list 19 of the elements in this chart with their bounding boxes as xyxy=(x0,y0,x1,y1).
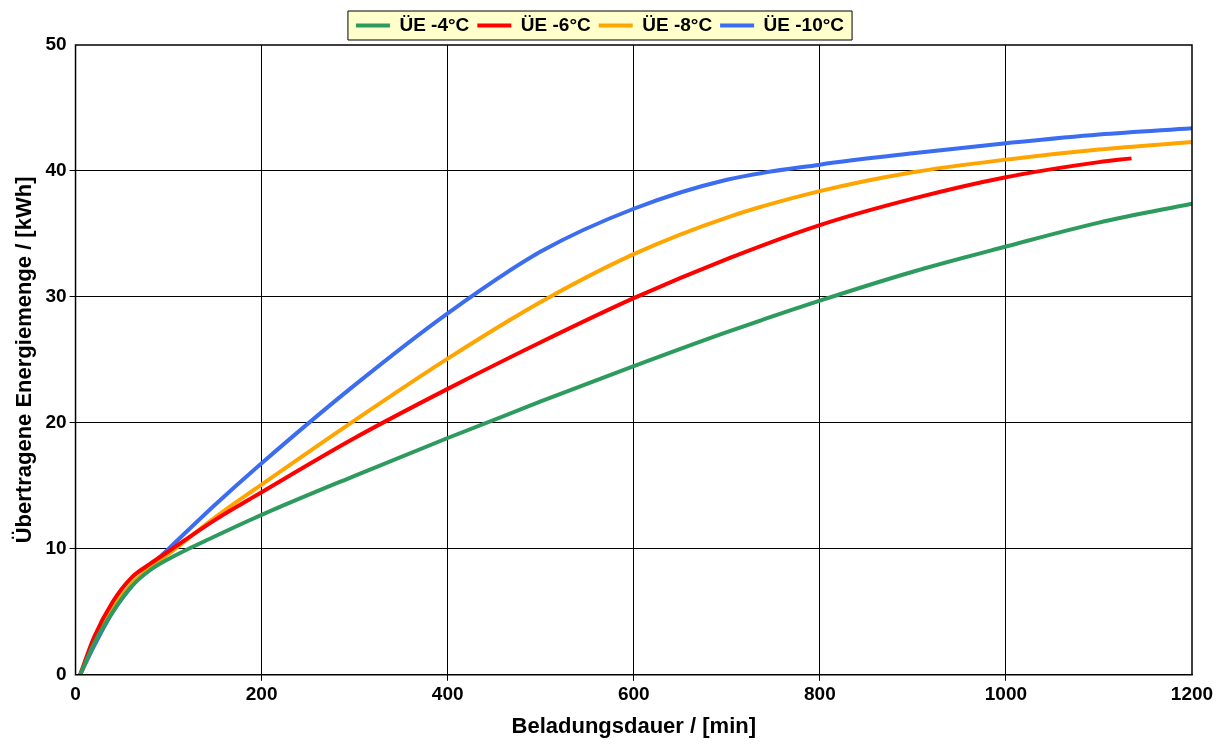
y-tick-label: 40 xyxy=(45,159,67,181)
x-tick-label: 1200 xyxy=(1170,683,1214,705)
y-tick-label: 50 xyxy=(45,33,67,55)
x-tick-label: 600 xyxy=(617,683,650,705)
legend-label: ÜE -8°C xyxy=(642,13,713,35)
x-tick-label: 0 xyxy=(70,683,81,705)
y-tick-label: 30 xyxy=(45,285,67,307)
y-axis-title: Übertragene Energiemenge / [kWh] xyxy=(11,176,37,544)
x-axis-title: Beladungsdauer / [min] xyxy=(511,712,757,738)
y-tick-label: 20 xyxy=(45,411,67,433)
x-tick-label: 800 xyxy=(803,683,836,705)
x-tick-label: 1000 xyxy=(984,683,1028,705)
legend-label: ÜE -10°C xyxy=(763,13,845,35)
legend-label: ÜE -4°C xyxy=(399,13,470,35)
x-tick-label: 200 xyxy=(245,683,278,705)
y-tick-label: 0 xyxy=(55,663,67,685)
legend-label: ÜE -6°C xyxy=(520,13,591,35)
y-tick-label: 10 xyxy=(45,537,67,559)
x-tick-label: 400 xyxy=(431,683,464,705)
